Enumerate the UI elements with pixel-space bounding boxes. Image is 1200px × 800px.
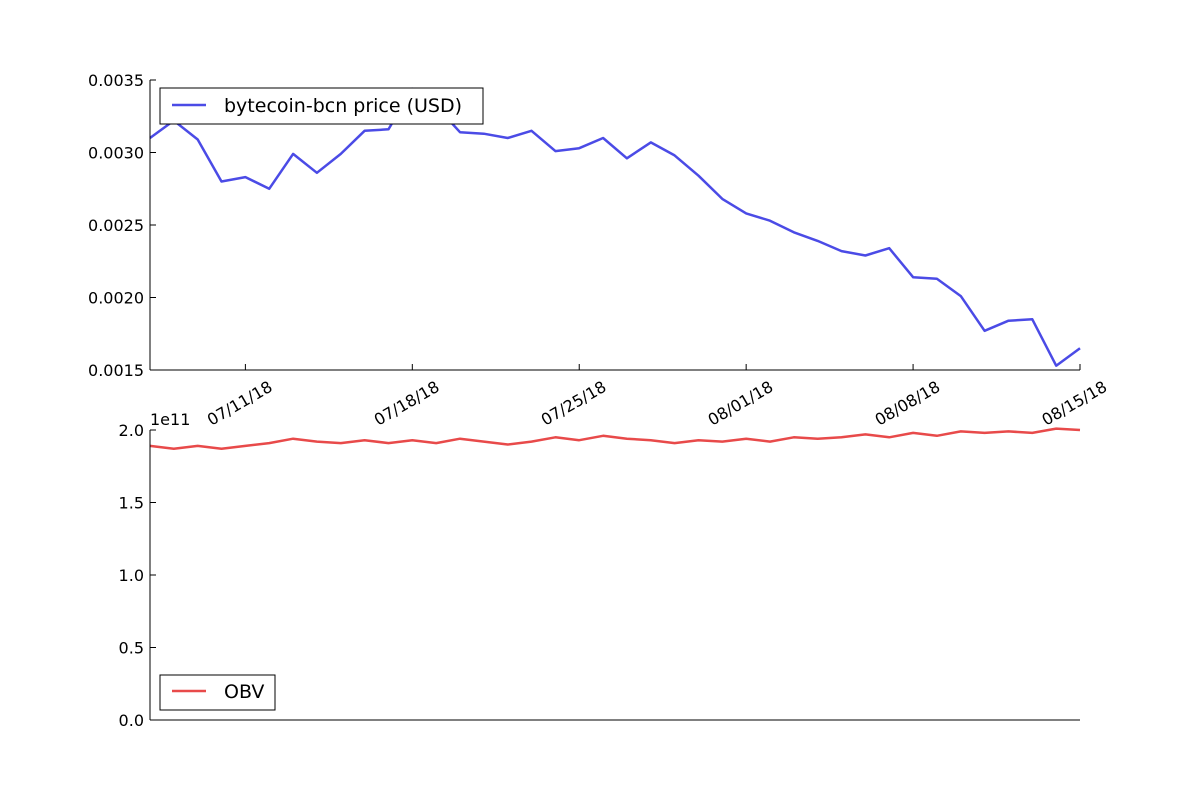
obv-y-tick-label: 0.5 — [119, 639, 144, 658]
price-y-tick-label: 0.0015 — [88, 361, 144, 380]
obv-y-tick-label: 1.0 — [119, 566, 144, 585]
price-y-tick-label: 0.0030 — [88, 144, 144, 163]
obv-legend-label: OBV — [224, 681, 264, 703]
price-y-tick-label: 0.0035 — [88, 71, 144, 90]
price-legend-box — [159, 87, 484, 125]
obv-y-offset-label: 1e11 — [150, 410, 190, 429]
price-y-tick-label: 0.0025 — [88, 216, 144, 235]
price-legend: bytecoin-bcn price (USD) — [159, 87, 484, 125]
obv-y-ticks: 0.0 0.5 1.0 1.5 2.0 — [119, 421, 156, 730]
obv-legend: OBV — [159, 674, 276, 711]
obv-panel: 0.0 0.5 1.0 1.5 2.0 1e11 OBV — [119, 410, 1081, 730]
obv-y-tick-label: 0.0 — [119, 711, 144, 730]
obv-series-line — [149, 427, 1081, 451]
price-legend-label: bytecoin-bcn price (USD) — [224, 95, 462, 117]
price-y-ticks: 0.0015 0.0020 0.0025 0.0030 0.0035 — [88, 71, 156, 380]
obv-y-tick-label: 2.0 — [119, 421, 144, 440]
price-series-line — [149, 87, 1081, 367]
obv-y-tick-label: 1.5 — [119, 494, 144, 513]
obv-legend-box — [159, 674, 276, 711]
price-y-tick-label: 0.0020 — [88, 289, 144, 308]
